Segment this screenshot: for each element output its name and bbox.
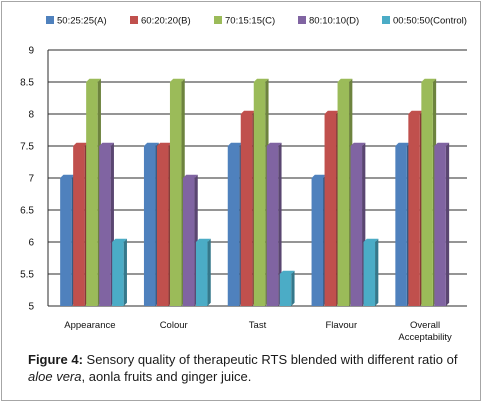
bar: [240, 114, 253, 306]
y-tick-label: 6: [28, 238, 34, 249]
y-tick-label: 5.5: [20, 270, 34, 281]
legend-swatch: [46, 16, 54, 24]
legend-swatch: [298, 16, 306, 24]
bar: [253, 82, 266, 306]
legend-swatch: [382, 16, 390, 24]
bar-top: [434, 142, 450, 146]
bar: [395, 146, 407, 306]
legend-label: 80:10:10(D): [309, 16, 359, 27]
bar-top: [195, 238, 211, 242]
bar-side: [207, 238, 211, 306]
bar: [169, 82, 182, 306]
legend-swatch: [214, 16, 222, 24]
bar: [350, 146, 363, 306]
bar: [266, 146, 279, 306]
bar-top: [156, 142, 172, 146]
caption-text-2: , aonla fruits and ginger juice.: [81, 369, 252, 384]
figure-caption: Figure 4: Sensory quality of therapeutic…: [28, 351, 468, 385]
legend-label: 60:20:20(B): [141, 16, 191, 27]
bar: [324, 114, 337, 306]
x-tick-label: Flavour: [325, 320, 357, 331]
bar-top: [421, 78, 437, 82]
bar: [363, 242, 376, 306]
caption-label: Figure 4:: [28, 352, 83, 367]
bar-top: [350, 142, 366, 146]
legend-label: 50:25:25(A): [57, 16, 107, 27]
y-tick-label: 8: [28, 110, 34, 121]
bar: [408, 114, 420, 306]
bar-top: [73, 142, 88, 146]
legend-label: 00:50:50(Control): [393, 16, 467, 27]
bar-top: [337, 78, 353, 82]
bar-top: [227, 142, 243, 146]
bar-top: [169, 78, 185, 82]
bar-top: [253, 78, 269, 82]
bar: [60, 178, 72, 306]
bar-top: [311, 174, 327, 178]
bar: [195, 242, 208, 306]
caption-italic: aloe vera: [28, 369, 82, 384]
bar-top: [99, 142, 114, 146]
legend-swatch: [130, 16, 138, 24]
bar-side: [445, 142, 450, 306]
bar: [156, 146, 169, 306]
bar-side: [375, 238, 379, 306]
bar: [279, 274, 292, 306]
y-tick-label: 7: [28, 174, 34, 185]
bar-top: [324, 110, 340, 114]
bar-top: [60, 174, 75, 178]
bar-top: [143, 142, 159, 146]
bar-top: [266, 142, 282, 146]
y-tick-label: 8.5: [20, 78, 34, 89]
bar-top: [240, 110, 256, 114]
bar-chart: 5 5.5 6 6.5 7 7.5 8 8.5 9 Appearance Colour Tast Fla…: [20, 16, 467, 343]
bar-top: [112, 238, 127, 242]
bar: [99, 146, 111, 306]
bar-top: [363, 238, 379, 242]
x-tick-label: Overall: [410, 320, 440, 331]
bar: [337, 82, 350, 306]
bar-top: [408, 110, 424, 114]
bar-top: [182, 174, 198, 178]
bar: [434, 146, 446, 306]
y-tick-label: 9: [28, 46, 34, 57]
bar-top: [86, 78, 101, 82]
bar: [421, 82, 433, 306]
bar: [112, 242, 124, 306]
bar-side: [278, 142, 282, 306]
caption-text-1: Sensory quality of therapeutic RTS blend…: [82, 352, 458, 367]
x-tick-label: Appearance: [64, 320, 115, 331]
bar: [227, 146, 240, 306]
bar: [86, 82, 98, 306]
bar: [182, 178, 195, 306]
y-tick-label: 6.5: [20, 206, 34, 217]
y-tick-label: 7.5: [20, 142, 34, 153]
bar-side: [123, 238, 127, 306]
y-tick-label: 5: [28, 302, 34, 313]
x-tick-label: Tast: [249, 320, 267, 331]
bar: [311, 178, 324, 306]
bar-side: [291, 270, 295, 306]
x-tick-label: Colour: [160, 320, 188, 331]
bar: [143, 146, 156, 306]
bar: [73, 146, 85, 306]
bar-top: [395, 142, 411, 146]
x-tick-label: Acceptability: [398, 332, 452, 343]
legend-label: 70:15:15(C): [225, 16, 275, 27]
bar-top: [279, 270, 295, 274]
